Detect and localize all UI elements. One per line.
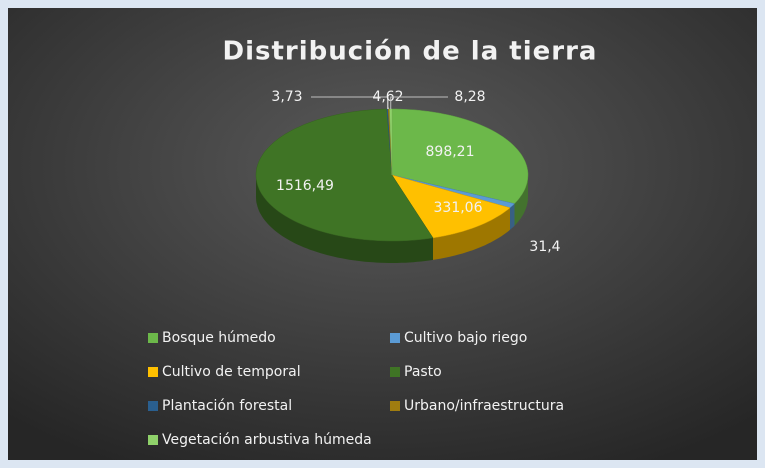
legend-swatch	[148, 401, 158, 411]
pie-slice-side	[510, 203, 515, 230]
pie-slice	[255, 108, 434, 242]
leader-line	[390, 96, 448, 110]
data-label: 1516,49	[276, 178, 334, 194]
legend-swatch	[390, 401, 400, 411]
data-label: 31,4	[529, 239, 560, 255]
legend-swatch	[390, 367, 400, 377]
pie-slice	[391, 174, 511, 239]
chart-title: Distribución de la tierra	[223, 37, 598, 67]
data-label: 3,73	[271, 89, 302, 105]
leader-line	[387, 97, 390, 110]
legend-label: Urbano/infraestructura	[404, 398, 564, 414]
data-label: 8,28	[454, 89, 485, 105]
pie-slice	[391, 108, 529, 204]
legend-label: Bosque húmedo	[162, 330, 276, 346]
data-label: 898,21	[426, 144, 475, 160]
pie-slice-side	[433, 207, 510, 260]
legend-label: Cultivo de temporal	[162, 364, 301, 380]
legend-label: Cultivo bajo riego	[404, 330, 527, 346]
legend-label: Pasto	[404, 364, 442, 380]
legend-label: Plantación forestal	[162, 398, 292, 414]
legend-swatch	[148, 367, 158, 377]
pie-slice-side	[514, 175, 528, 226]
data-label: 4,62	[372, 89, 403, 105]
leader-line	[311, 96, 388, 110]
data-label: 331,06	[434, 200, 483, 216]
legend-swatch	[148, 333, 158, 343]
legend-label: Vegetación arbustiva húmeda	[162, 432, 372, 448]
legend-swatch	[148, 435, 158, 445]
legend-swatch	[390, 333, 400, 343]
